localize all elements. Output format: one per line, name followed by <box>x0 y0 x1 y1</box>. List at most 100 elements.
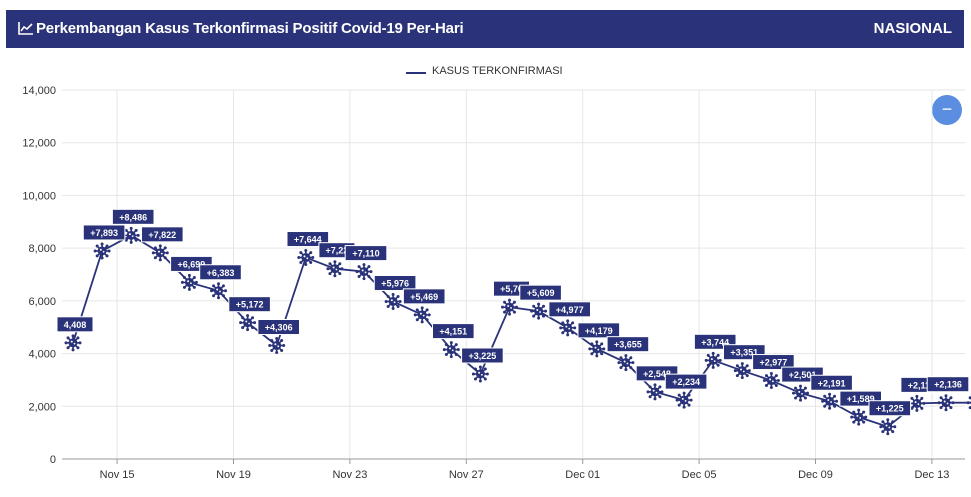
x-tick-label: Nov 15 <box>100 469 135 481</box>
data-label-text: +2,501 <box>789 370 817 380</box>
legend-label: KASUS TERKONFIRMASI <box>432 65 563 77</box>
marker-spike-tip <box>944 408 948 412</box>
marker-spike-tip <box>886 432 890 436</box>
marker-spike-tip <box>212 294 216 298</box>
data-label-text: +7,644 <box>294 235 322 245</box>
marker-spike-tip <box>268 344 272 348</box>
data-label-box <box>519 284 562 301</box>
marker-spike-tip <box>444 353 448 357</box>
data-label-box <box>286 231 330 248</box>
virus-marker-icon <box>850 408 868 426</box>
data-label: +5,976 <box>373 274 417 291</box>
virus-marker-icon <box>384 292 402 310</box>
marker-spike-tip <box>711 365 715 369</box>
marker-spike-tip <box>367 275 371 279</box>
marker-spike-tip <box>735 364 739 368</box>
marker-spike-tip <box>939 396 943 400</box>
marker-core <box>708 355 718 365</box>
marker-spike-tip <box>718 358 722 362</box>
marker-spike-tip <box>769 372 773 376</box>
marker-spike-tip <box>949 396 953 400</box>
virus-marker-icon <box>908 394 926 412</box>
marker-spike-tip <box>107 249 111 253</box>
data-label-text: +5,76 <box>500 284 523 294</box>
marker-spike-tip <box>653 383 657 387</box>
marker-dot <box>361 269 364 272</box>
marker-spike-tip <box>774 383 778 387</box>
marker-spike-tip <box>799 398 802 402</box>
marker-spike-tip <box>532 314 536 318</box>
virus-marker-icon <box>588 340 606 358</box>
marker-spike-tip <box>920 406 924 410</box>
marker-spike-tip <box>624 354 628 358</box>
marker-dot <box>332 266 335 269</box>
data-label: 4,408 <box>56 316 94 333</box>
marker-spike-tip <box>338 262 342 266</box>
marker-spike-tip <box>794 386 798 390</box>
marker-spike-tip <box>187 273 191 277</box>
series-points <box>64 226 971 436</box>
marker-spike-tip <box>105 244 109 248</box>
marker-spike-tip <box>677 403 681 407</box>
data-label-text: +6,699 <box>178 259 206 269</box>
marker-spike-tip <box>391 306 395 310</box>
virus-marker-icon <box>762 372 780 390</box>
marker-spike-tip <box>299 251 303 255</box>
marker-spike-tip <box>444 343 448 347</box>
data-label: +3,655 <box>606 336 650 353</box>
marker-spike-tip <box>857 422 861 426</box>
data-label-box <box>82 224 126 241</box>
marker-core <box>737 366 747 376</box>
marker-spike-tip <box>76 336 80 340</box>
virus-marker-icon <box>239 314 257 332</box>
marker-spike-tip <box>658 385 662 389</box>
data-label-text: +2,191 <box>818 378 846 388</box>
marker-spike-tip <box>891 420 895 424</box>
marker-spike-tip <box>571 331 575 335</box>
marker-spike-tip <box>711 351 715 355</box>
marker-spike-tip <box>648 395 652 399</box>
region-label: NASIONAL <box>873 20 952 37</box>
marker-spike-tip <box>221 284 225 288</box>
collapse-button[interactable]: − <box>932 95 962 125</box>
marker-dot <box>99 248 102 251</box>
data-label-text: +3,351 <box>730 348 758 358</box>
data-label-text: +1,225 <box>876 404 904 414</box>
data-label-box <box>461 347 504 364</box>
data-label: +4,151 <box>432 323 475 340</box>
marker-spike-tip <box>355 270 359 274</box>
marker-dot <box>769 378 772 381</box>
data-label-text: +7,22 <box>326 246 349 256</box>
marker-spike-tip <box>544 309 548 313</box>
marker-spike-tip <box>386 304 390 308</box>
marker-spike-tip <box>210 289 213 293</box>
marker-spike-tip <box>792 391 795 395</box>
data-label: +4,306 <box>257 319 300 336</box>
marker-spike-tip <box>740 376 744 380</box>
marker-spike-tip <box>561 331 565 335</box>
marker-spike-tip <box>311 256 315 260</box>
marker-spike-tip <box>100 256 104 260</box>
marker-dot <box>449 347 451 350</box>
marker-spike-tip <box>246 328 250 332</box>
marker-core <box>214 286 223 296</box>
marker-core <box>155 248 165 258</box>
marker-spike-tip <box>78 341 82 345</box>
marker-spike-tip <box>153 246 157 250</box>
marker-spike-tip <box>631 361 635 365</box>
marker-spike-tip <box>915 394 919 398</box>
data-label-box <box>548 301 592 318</box>
data-label-box <box>868 400 912 417</box>
marker-dot <box>216 288 219 291</box>
marker-spike-tip <box>833 404 837 408</box>
marker-spike-tip <box>939 406 943 410</box>
marker-spike-tip <box>675 398 679 402</box>
marker-spike-tip <box>71 334 75 338</box>
marker-spike-tip <box>747 369 751 373</box>
marker-dot <box>102 250 105 253</box>
marker-spike-tip <box>879 425 883 429</box>
marker-spike-tip <box>95 244 99 248</box>
data-label: +4,179 <box>577 322 621 339</box>
marker-spike-tip <box>71 348 75 352</box>
data-label-text: +2,548 <box>643 369 671 379</box>
